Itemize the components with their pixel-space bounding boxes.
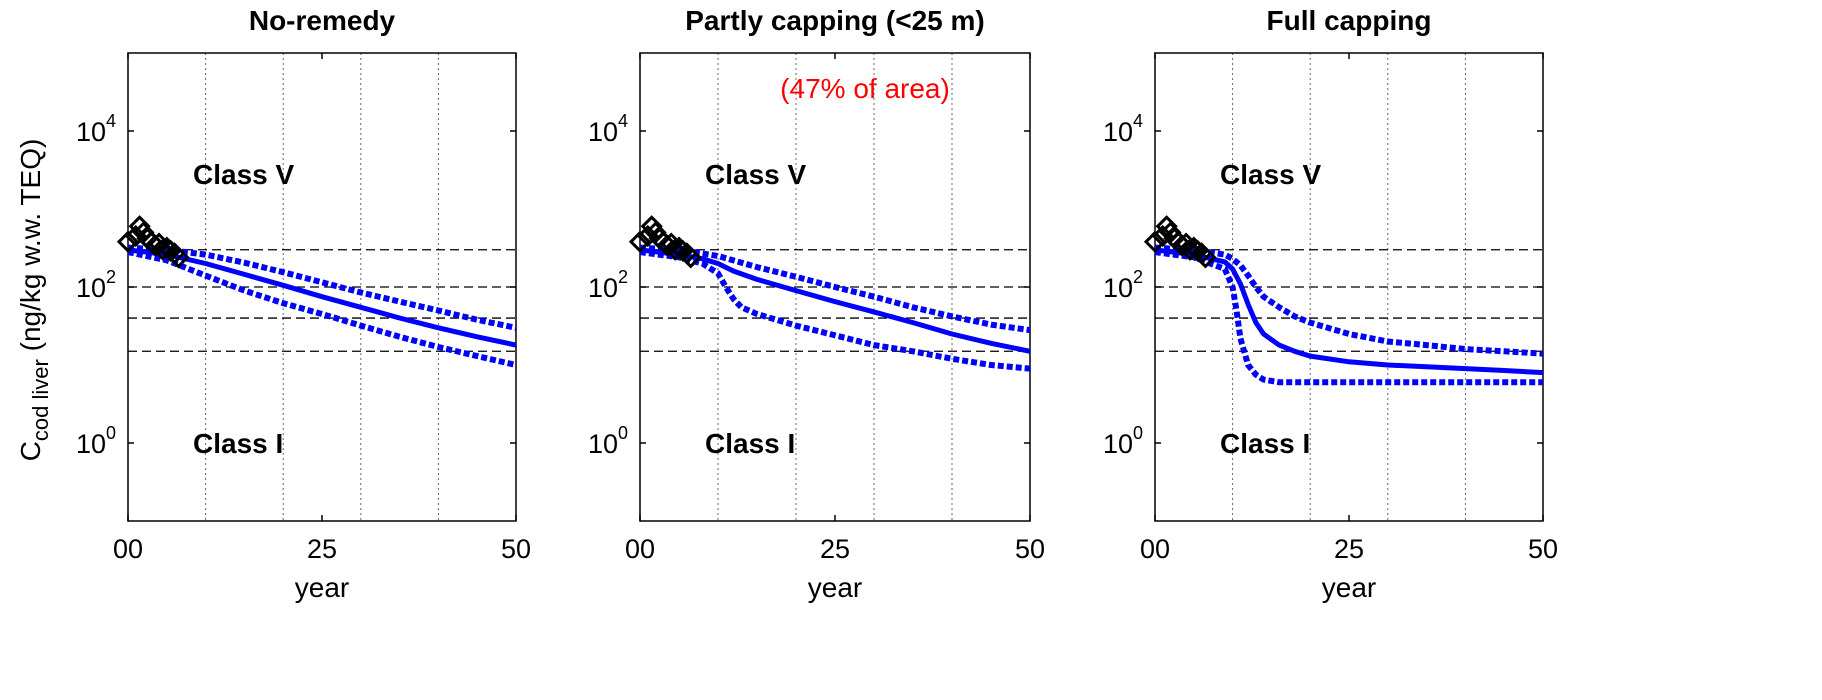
uncertainty-bound-line: [128, 249, 516, 368]
observation-marker: [679, 246, 702, 269]
x-tick-label: 00: [1140, 534, 1170, 564]
y-tick-label: 102: [588, 267, 628, 303]
class-v-label: Class V: [705, 159, 806, 190]
x-tick-label: 50: [1015, 534, 1045, 564]
median-line: [640, 247, 1030, 354]
y-axis-label-units: (ng/kg w.w. TEQ): [15, 139, 46, 359]
series-group: [128, 244, 516, 368]
x-tick-label: 25: [307, 534, 337, 564]
panel-partly-capping: Partly capping (<25 m) (47% of area) 100 10…: [588, 5, 1045, 603]
uncertainty-bound-line: [640, 244, 1030, 334]
x-axis-label: year: [1322, 572, 1376, 603]
x-tick-label: 50: [501, 534, 531, 564]
y-tick-label: 100: [76, 423, 116, 459]
uncertainty-bound-line: [1155, 244, 1543, 357]
y-tick-label: 102: [1103, 267, 1143, 303]
x-tick-label: 00: [625, 534, 655, 564]
chart-title: Partly capping (<25 m): [685, 5, 985, 36]
y-axis-label-main: C: [15, 441, 46, 461]
median-line: [128, 247, 516, 348]
svg-text:Ccod liver (ng/kg w.w. TEQ): Ccod liver (ng/kg w.w. TEQ): [15, 139, 53, 462]
observation-marker: [167, 246, 190, 269]
y-tick-label: 104: [76, 111, 116, 147]
uncertainty-bound-line: [1155, 249, 1543, 386]
x-tick-label: 25: [1334, 534, 1364, 564]
y-tick-label: 100: [588, 423, 628, 459]
panel-no-remedy: No-remedy 100 102 104 00 25 50 year Class V Class…: [76, 5, 531, 603]
observation-marker: [1194, 246, 1217, 269]
y-tick-label: 102: [76, 267, 116, 303]
uncertainty-bound-line: [640, 249, 1030, 372]
y-tick-label: 104: [1103, 111, 1143, 147]
x-axis-label: year: [295, 572, 349, 603]
x-tick-label: 00: [113, 534, 143, 564]
observation-marker: [628, 230, 652, 253]
class-i-label: Class I: [705, 428, 795, 459]
x-axis-label: year: [808, 572, 862, 603]
y-axis-label-subscript: cod liver: [28, 359, 53, 441]
class-v-label: Class V: [193, 159, 294, 190]
panel-full-capping: Full capping 100 102 104 00 25 50 year Class V Cl…: [1103, 5, 1558, 603]
area-annotation: (47% of area): [780, 73, 950, 104]
uncertainty-bound-line: [128, 244, 516, 331]
chart-title: Full capping: [1267, 5, 1432, 36]
y-tick-label: 100: [1103, 423, 1143, 459]
median-line: [1155, 247, 1543, 376]
class-v-label: Class V: [1220, 159, 1321, 190]
x-tick-label: 50: [1528, 534, 1558, 564]
y-axis-label: Ccod liver (ng/kg w.w. TEQ): [15, 139, 53, 462]
y-tick-label: 104: [588, 111, 628, 147]
class-i-label: Class I: [1220, 428, 1310, 459]
series-group: [1155, 244, 1543, 386]
x-tick-label: 25: [820, 534, 850, 564]
class-i-label: Class I: [193, 428, 283, 459]
series-group: [640, 244, 1030, 372]
chart-title: No-remedy: [249, 5, 396, 36]
observation-marker: [116, 230, 140, 253]
observation-marker: [1143, 230, 1167, 253]
